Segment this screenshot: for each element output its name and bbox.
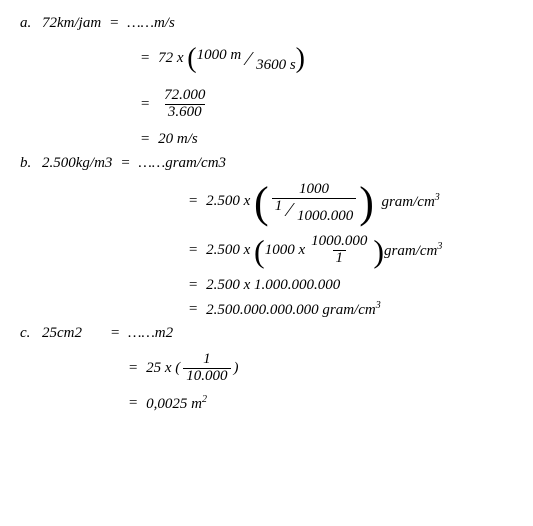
a-step1-num: 1000 m: [197, 47, 244, 63]
c-step1-lead: 25 x (: [146, 360, 180, 377]
c-heading: c. 25cm2 = ……m2: [20, 322, 513, 344]
b-step1-unit: gram/cm3: [381, 192, 439, 211]
c-step1-num: 1: [200, 352, 214, 368]
b-step3: = 2.500 x 1.000.000.000: [20, 274, 513, 296]
b-step1-lead: 2.500 x: [206, 193, 250, 210]
b-step4: = 2.500.000.000.000 gram/cm3: [20, 298, 513, 320]
b-lhs: 2.500kg/m3: [42, 155, 112, 172]
a-step3: = 20 m/s: [20, 128, 513, 150]
b-step1-den: 1 ⁄ 1000.000: [272, 198, 357, 220]
b-step2-num: 1000.000: [308, 234, 370, 250]
b-step3-val: 2.500 x 1.000.000.000: [206, 277, 340, 294]
b-label: b.: [20, 155, 42, 172]
eq: =: [180, 193, 206, 210]
c-blank: ……m2: [128, 325, 173, 342]
b-blank: ……gram/cm3: [139, 155, 227, 172]
a-step1-frac: 1000 m ⁄ 3600 s: [197, 47, 296, 70]
a-step1: = 72 x ( 1000 m ⁄ 3600 s ): [20, 36, 513, 80]
c-step1-den: 10.000: [183, 368, 230, 385]
c-step2-val: 0,0025 m2: [146, 394, 207, 413]
b-step2-lead: 2.500 x: [206, 242, 250, 259]
b-step1-num: 1000: [296, 182, 332, 198]
b-heading: b. 2.500kg/m3 = ……gram/cm3: [20, 152, 513, 174]
slash-icon: ⁄: [288, 199, 291, 221]
eq: =: [132, 50, 158, 67]
a-step2-frac: 72.000 3.600: [161, 88, 208, 121]
b-step4-val: 2.500.000.000.000 gram/cm3: [206, 300, 381, 319]
eq: =: [132, 131, 158, 148]
b-step1-frac: 1000 1 ⁄ 1000.000: [272, 182, 357, 220]
a-heading: a. 72km/jam = ……m/s: [20, 12, 513, 34]
b-step1-den-den: 1000.000: [295, 208, 353, 224]
eq: =: [180, 277, 206, 294]
c-step2: = 0,0025 m2: [20, 392, 513, 414]
b-step2-den: 1: [333, 250, 347, 267]
a-step1-den: 3600 s: [254, 57, 296, 73]
a-lhs: 72km/jam: [42, 15, 101, 32]
b-step2-inner: 1000 x: [265, 242, 305, 259]
b-step2-unit: gram/cm3: [384, 241, 442, 260]
c-step1-tail: ): [234, 360, 239, 377]
eq: =: [120, 395, 146, 412]
a-blank: ……m/s: [127, 15, 175, 32]
a-step1-lead: 72 x: [158, 50, 183, 67]
eq: =: [101, 15, 127, 32]
c-step1: = 25 x ( 1 10.000 ): [20, 346, 513, 390]
c-lhs: 25cm2: [42, 325, 102, 342]
eq: =: [112, 155, 138, 172]
b-step2: = 2.500 x ( 1000 x 1000.000 1 ) gram/cm3: [20, 228, 513, 272]
eq: =: [102, 325, 128, 342]
slash-icon: ⁄: [247, 48, 250, 70]
c-label: c.: [20, 325, 42, 342]
a-step2-num: 72.000: [161, 88, 208, 104]
a-label: a.: [20, 15, 42, 32]
a-step2-den: 3.600: [165, 104, 205, 121]
b-step2-frac: 1000.000 1: [308, 234, 370, 267]
eq: =: [180, 242, 206, 259]
a-step3-val: 20 m/s: [158, 131, 198, 148]
b-step1: = 2.500 x ( 1000 1 ⁄ 1000.000 ) gram/cm3: [20, 176, 513, 226]
eq: =: [180, 301, 206, 318]
c-step1-frac: 1 10.000: [183, 352, 230, 385]
a-step2: = 72.000 3.600: [20, 82, 513, 126]
eq: =: [120, 360, 146, 377]
eq: =: [132, 96, 158, 113]
b-step1-den-num: 1: [275, 198, 285, 214]
